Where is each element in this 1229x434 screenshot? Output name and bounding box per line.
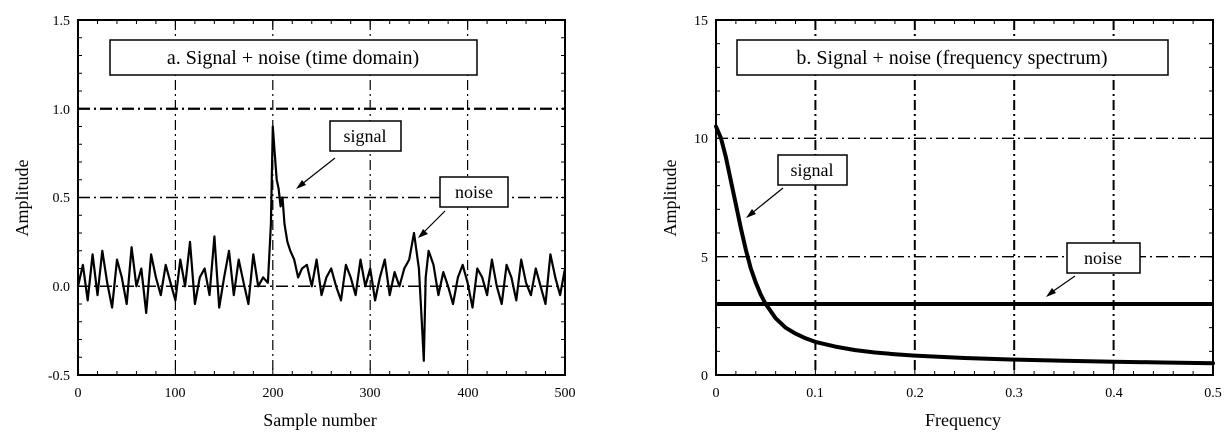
chart-b: 0 0.1 0.2 0.3 0.4 0.5 0 5 10 15 Frequenc… <box>660 14 1222 430</box>
chart-a-xtick: 100 <box>165 386 186 401</box>
chart-a-ytick: 0.0 <box>53 280 71 295</box>
chart-a-noise-label: noise <box>455 182 493 202</box>
chart-b-noise-label: noise <box>1084 248 1122 268</box>
chart-b-ytick: 0 <box>701 369 708 384</box>
chart-a: 0 100 200 300 400 500 -0.5 0.0 0.5 1.0 1… <box>12 14 576 430</box>
chart-b-xtick: 0.2 <box>906 386 924 401</box>
chart-b-ticks <box>715 19 1214 376</box>
chart-a-signal-annotation: signal <box>296 120 402 189</box>
chart-b-xtick: 0 <box>713 386 720 401</box>
chart-a-ylabel: Amplitude <box>12 159 32 236</box>
chart-b-ylabel: Amplitude <box>660 159 680 236</box>
chart-b-signal-label: signal <box>791 160 834 180</box>
chart-a-ytick: 1.0 <box>53 103 71 118</box>
chart-a-signal-label: signal <box>344 126 387 146</box>
chart-b-grid <box>716 20 1213 375</box>
chart-b-xtick: 0.3 <box>1005 386 1023 401</box>
chart-a-xtick: 300 <box>360 386 381 401</box>
chart-a-xlabel: Sample number <box>263 410 376 430</box>
chart-b-xtick: 0.4 <box>1105 386 1123 401</box>
chart-b-signal-annotation: signal <box>746 154 848 218</box>
chart-a-ytick: 1.5 <box>53 14 71 29</box>
chart-b-xlabel: Frequency <box>925 410 1001 430</box>
chart-a-title: a. Signal + noise (time domain) <box>167 47 419 69</box>
chart-a-ytick: -0.5 <box>48 369 70 384</box>
chart-a-series-line <box>76 125 567 362</box>
chart-a-xtick: 200 <box>263 386 284 401</box>
chart-b-ytick: 10 <box>694 132 708 147</box>
chart-b-title-box: b. Signal + noise (frequency spectrum) <box>736 39 1169 76</box>
chart-a-noise-annotation: noise <box>418 176 509 238</box>
chart-a-xtick: 500 <box>555 386 576 401</box>
chart-a-xtick: 0 <box>75 386 82 401</box>
chart-a-ticks <box>77 19 566 376</box>
chart-b-ytick: 5 <box>701 251 708 266</box>
chart-b-noise-annotation: noise <box>1046 242 1141 297</box>
chart-b-ytick: 15 <box>694 14 708 29</box>
chart-b-signal-curve <box>714 124 1215 366</box>
chart-b-xtick: 0.5 <box>1204 386 1222 401</box>
chart-b-frame <box>715 19 1214 376</box>
chart-a-title-box: a. Signal + noise (time domain) <box>109 39 478 76</box>
chart-b-title: b. Signal + noise (frequency spectrum) <box>796 47 1107 69</box>
chart-b-xtick: 0.1 <box>806 386 824 401</box>
chart-a-xtick: 400 <box>458 386 479 401</box>
chart-a-ytick: 0.5 <box>53 191 71 206</box>
